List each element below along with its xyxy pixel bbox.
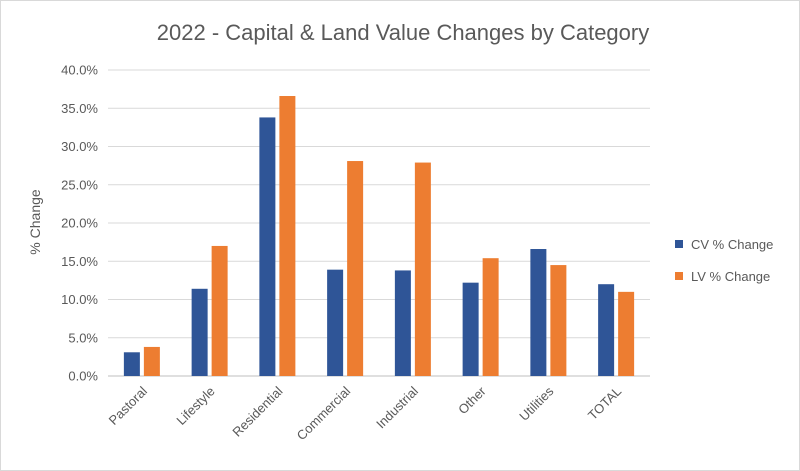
gridlines xyxy=(108,69,650,377)
x-tick-label: Pastoral xyxy=(106,383,150,427)
x-tick-label: TOTAL xyxy=(585,384,624,423)
bar-lv-utilities xyxy=(550,265,567,376)
bar-lv-residential xyxy=(279,96,296,376)
y-tick-label: 25.0% xyxy=(61,177,98,192)
bar-lv-pastoral xyxy=(143,346,160,376)
x-axis-ticks: Pastoral Lifestyle Residential Commercial In… xyxy=(106,383,625,443)
y-tick-label: 0.0% xyxy=(68,369,98,384)
y-tick-label: 10.0% xyxy=(61,292,98,307)
legend-label: CV % Change xyxy=(691,237,773,252)
bar-cv-lifestyle xyxy=(191,288,208,376)
y-tick-label: 30.0% xyxy=(61,139,98,154)
bar-cv-other xyxy=(462,282,479,376)
bar-lv-other xyxy=(482,258,499,376)
x-tick-label: Other xyxy=(455,383,489,417)
legend: CV % Change LV % Change xyxy=(675,237,773,284)
bar-lv-total xyxy=(618,291,635,376)
y-tick-label: 35.0% xyxy=(61,101,98,116)
x-tick-label: Lifestyle xyxy=(173,384,217,428)
bar-cv-total xyxy=(598,284,615,376)
y-tick-label: 5.0% xyxy=(68,330,98,345)
bar-lv-industrial xyxy=(414,162,431,376)
bar-cv-commercial xyxy=(327,269,344,376)
bars xyxy=(123,96,635,377)
y-tick-label: 15.0% xyxy=(61,254,98,269)
bar-lv-lifestyle xyxy=(211,245,228,376)
legend-swatch xyxy=(675,272,683,280)
x-tick-label: Industrial xyxy=(373,383,421,431)
legend-swatch xyxy=(675,240,683,248)
x-tick-label: Utilities xyxy=(516,383,557,424)
y-tick-label: 20.0% xyxy=(61,216,98,231)
bar-cv-residential xyxy=(259,117,276,377)
chart-title: 2022 - Capital & Land Value Changes by C… xyxy=(157,20,649,45)
legend-label: LV % Change xyxy=(691,269,770,284)
x-tick-label: Residential xyxy=(229,383,285,439)
y-axis-label: % Change xyxy=(27,189,43,255)
bar-cv-industrial xyxy=(394,270,411,376)
y-tick-label: 40.0% xyxy=(61,63,98,78)
bar-cv-pastoral xyxy=(123,352,140,376)
bar-lv-commercial xyxy=(347,161,364,376)
x-tick-label: Commercial xyxy=(294,383,354,443)
bar-cv-utilities xyxy=(530,249,547,376)
y-axis-ticks: 0.0% 5.0% 10.0% 15.0% 20.0% 25.0% 30.0% 35.0% 40… xyxy=(61,63,98,384)
